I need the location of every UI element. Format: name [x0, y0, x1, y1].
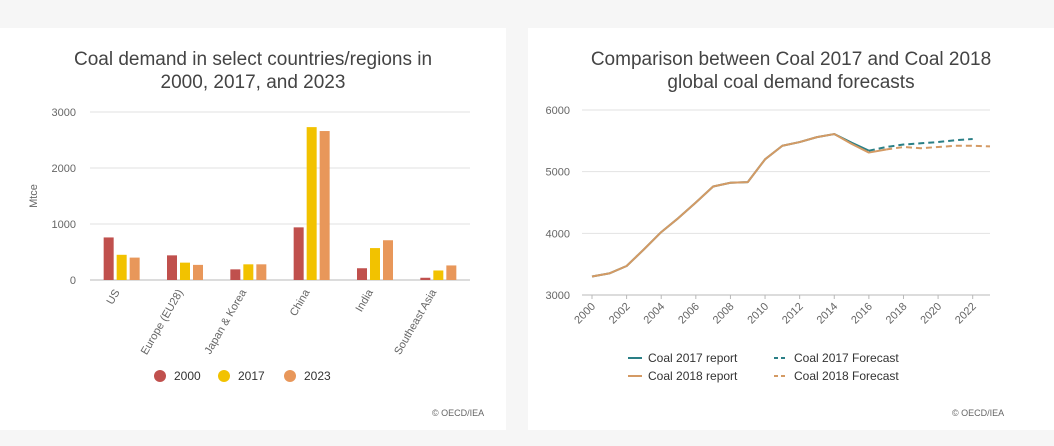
x-tick-label: 2000 — [572, 301, 598, 327]
x-tick-label: US — [105, 288, 123, 307]
x-tick-label: 2020 — [918, 301, 944, 327]
legend-marker-2023 — [284, 370, 296, 382]
x-tick-label: 2004 — [642, 301, 668, 327]
bar-2000 — [420, 277, 431, 280]
bar-2000 — [103, 237, 114, 280]
x-tick-label: 2008 — [711, 301, 737, 327]
bar-2023 — [319, 131, 330, 280]
legend-marker-2000 — [154, 370, 166, 382]
bar-2017 — [306, 127, 317, 281]
y-tick-label: 5000 — [546, 167, 570, 179]
bar-2000 — [167, 255, 177, 280]
bar-2000 — [357, 268, 367, 280]
bar-2017 — [433, 270, 444, 280]
series-line-coal-2018-forecast — [886, 144, 991, 151]
right-chart-title-line1: Comparison between Coal 2017 and Coal 20… — [590, 49, 992, 70]
x-tick-label: India — [354, 287, 377, 314]
legend-label-coal-2018-report: Coal 2018 report — [648, 369, 738, 383]
y-tick-label: 3000 — [52, 107, 76, 119]
x-tick-label: 2022 — [953, 301, 979, 327]
x-tick-label: 2016 — [849, 301, 875, 327]
x-tick-label: 2010 — [745, 301, 771, 327]
series-line-coal-2017-forecast — [868, 137, 973, 152]
left-chart-panel: Coal demand in select countries/regions … — [0, 28, 506, 430]
x-tick-label: 2002 — [607, 301, 633, 327]
legend-label-2017: 2017 — [238, 369, 265, 383]
x-tick-label: 2014 — [815, 301, 841, 327]
bar-2023 — [383, 240, 393, 280]
y-tick-label: 1000 — [52, 219, 76, 231]
bar-2023 — [129, 257, 140, 280]
left-chart-title: Coal demand in select countries/regions … — [0, 48, 506, 94]
legend-label-coal-2017-report: Coal 2017 report — [648, 351, 738, 365]
y-tick-label: 0 — [70, 275, 76, 287]
legend-label-2023: 2023 — [304, 369, 331, 383]
bar-2023 — [256, 264, 267, 280]
y-tick-label: 6000 — [546, 105, 570, 117]
x-tick-label: Southeast Asia — [392, 287, 440, 357]
legend-marker-2017 — [218, 370, 230, 382]
x-tick-label: Japan & Korea — [202, 287, 249, 357]
series-line-coal-2018-report — [591, 133, 887, 278]
bar-2017 — [370, 248, 380, 280]
bar-2000 — [230, 269, 241, 280]
bar-2000 — [293, 227, 304, 280]
bar-2017 — [116, 254, 127, 280]
left-chart-title-line1: Coal demand in select countries/regions … — [73, 49, 433, 70]
legend-label-coal-2018-forecast: Coal 2018 Forecast — [794, 369, 899, 383]
y-axis-label: Mtce — [28, 184, 40, 208]
x-tick-label: 2006 — [676, 301, 702, 327]
bar-2017 — [180, 262, 190, 280]
x-tick-label: 2012 — [780, 301, 806, 327]
bar-2023 — [446, 265, 457, 280]
left-credit: © OECD/IEA — [432, 408, 485, 418]
bar-2017 — [243, 264, 254, 280]
right-chart-title-line2: global coal demand forecasts — [667, 72, 915, 93]
y-tick-label: 3000 — [546, 290, 570, 302]
right-chart-panel: Comparison between Coal 2017 and Coal 20… — [528, 28, 1054, 430]
x-tick-label: Europe (EU28) — [139, 288, 186, 358]
right-credit: © OECD/IEA — [952, 408, 1005, 418]
right-chart-title: Comparison between Coal 2017 and Coal 20… — [528, 48, 1054, 94]
x-tick-label: China — [288, 287, 313, 319]
series-line-coal-2017-report — [591, 133, 870, 278]
legend-label-2000: 2000 — [174, 369, 201, 383]
bar-chart: 0 1000 2000 3000 Mtce US Europe (EU28) Japan & … — [28, 107, 470, 383]
y-tick-label: 4000 — [546, 228, 570, 240]
line-chart: 3000 4000 5000 6000 2000 2002 2004 2006 2008 2010… — [546, 105, 991, 383]
y-tick-label: 2000 — [52, 163, 76, 175]
left-chart-title-line2: 2000, 2017, and 2023 — [160, 72, 346, 93]
legend-label-coal-2017-forecast: Coal 2017 Forecast — [794, 351, 899, 365]
x-tick-label: 2018 — [884, 301, 910, 327]
bar-2023 — [193, 264, 203, 280]
